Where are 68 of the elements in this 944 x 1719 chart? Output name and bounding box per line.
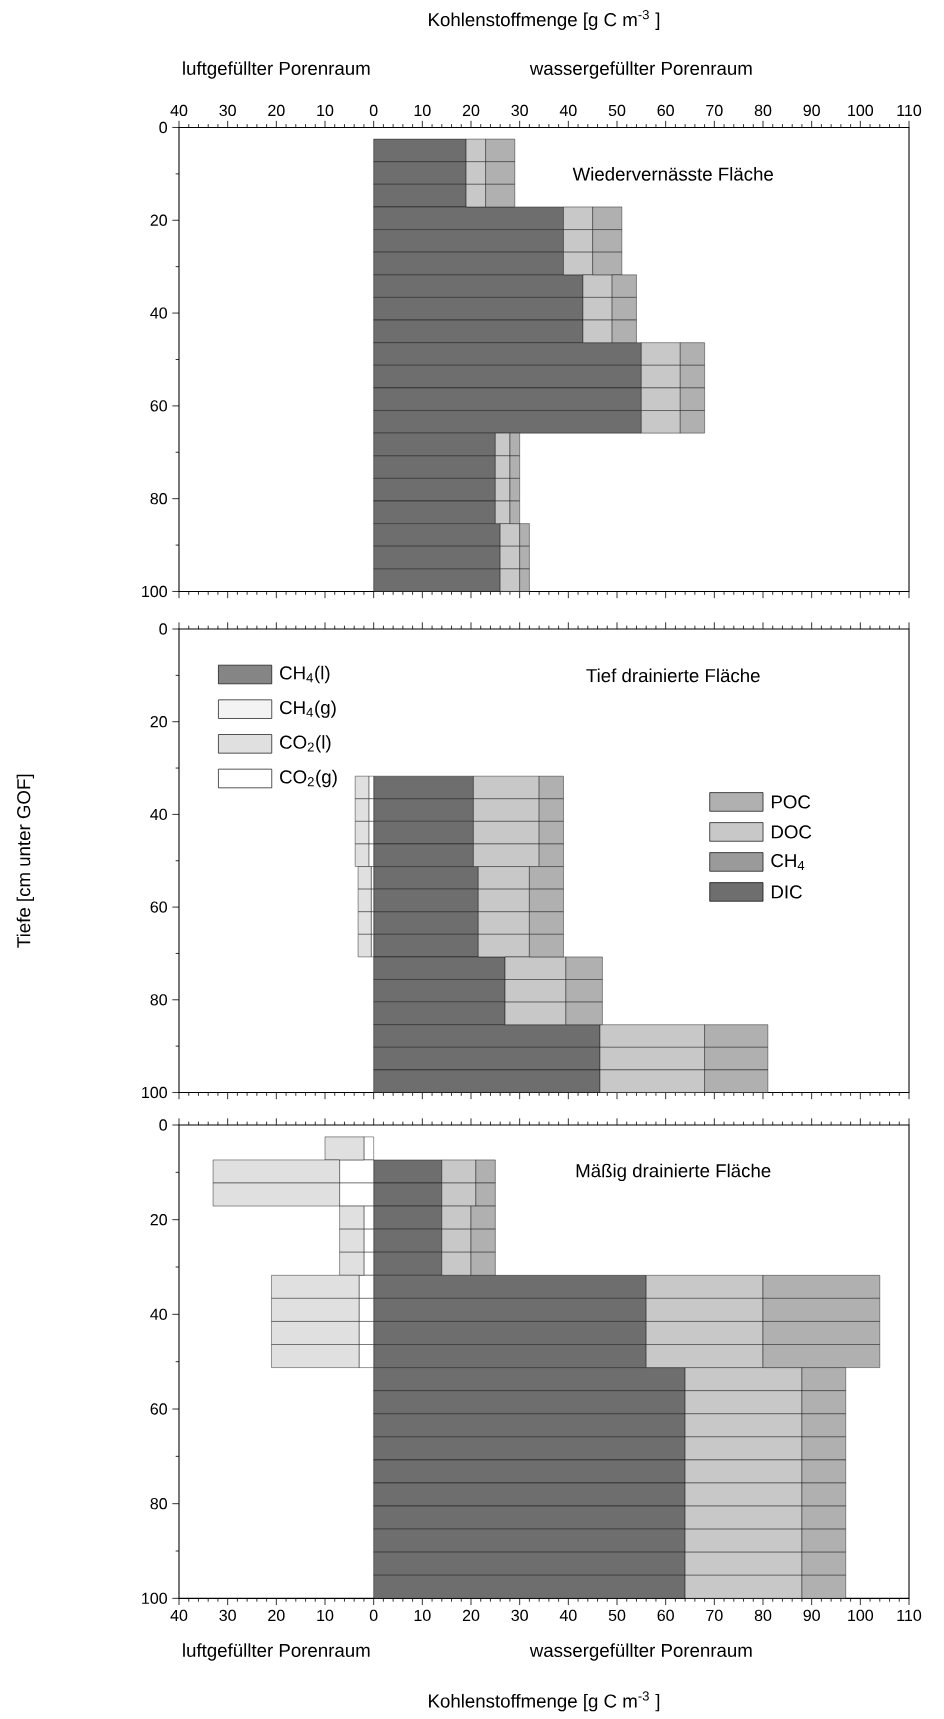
x-tick-label: 70 bbox=[706, 1609, 723, 1622]
x2-tick-label: 30 bbox=[511, 104, 528, 117]
y-tick-label: 20 bbox=[150, 1214, 167, 1226]
y-tick-label: 100 bbox=[142, 585, 167, 598]
y-tick-label: 60 bbox=[150, 400, 167, 412]
x-tick-label: 100 bbox=[848, 1609, 874, 1622]
x2-tick-label: 0 bbox=[369, 104, 378, 117]
text: Wiedervernässte Fläche bbox=[572, 167, 773, 181]
x2-tick-label: 20 bbox=[268, 104, 285, 117]
legend-label: DIC bbox=[771, 885, 802, 899]
x-tick-label: 10 bbox=[414, 1609, 431, 1622]
legend-label: DOC bbox=[771, 825, 812, 839]
x-tick-label: 30 bbox=[219, 1609, 236, 1622]
x-tick-label: 30 bbox=[511, 1609, 528, 1622]
text: wassergefüllter Porenraum bbox=[529, 61, 752, 79]
x-tick-label: 20 bbox=[268, 1609, 285, 1622]
x2-tick-label: 40 bbox=[559, 104, 577, 117]
y-tick-label: 80 bbox=[150, 493, 167, 505]
x-tick-label: 110 bbox=[897, 1609, 922, 1622]
legend-label: CO$_{2}$(l) bbox=[280, 735, 331, 753]
legend-label: CH$_{4}$ bbox=[771, 853, 805, 870]
x2-tick-label: 90 bbox=[803, 104, 820, 117]
x-tick-label: 20 bbox=[462, 1609, 480, 1622]
x-tick-label: 50 bbox=[608, 1609, 626, 1622]
x2-tick-label: 10 bbox=[317, 104, 334, 117]
text: Tief drainierte Fläche bbox=[586, 668, 760, 683]
x-tick-label: 40 bbox=[559, 1609, 577, 1622]
legend-label: CH$_{4}$(g) bbox=[280, 700, 336, 718]
legend-label: CH$_{4}$(l) bbox=[280, 665, 330, 684]
y-tick-label: 100 bbox=[142, 1086, 167, 1099]
x2-tick-label: 80 bbox=[754, 104, 772, 117]
x2-tick-label: 10 bbox=[414, 104, 431, 117]
y-tick-label: 0 bbox=[159, 121, 168, 134]
x2-axis-title: Kohlenstoffmenge [g C m$^{-3}$ ] bbox=[429, 10, 660, 30]
x-tick-label: 40 bbox=[170, 1609, 188, 1622]
y-tick-label: 60 bbox=[150, 1403, 167, 1415]
x-tick-label: 0 bbox=[369, 1609, 378, 1622]
y-tick-label: 0 bbox=[159, 1119, 168, 1131]
x-axis-title: Kohlenstoffmenge [g C m$^{-3}$ ] bbox=[429, 1691, 660, 1712]
x-tick-label: 10 bbox=[317, 1609, 334, 1622]
y-tick-label: 60 bbox=[150, 901, 167, 913]
x-tick-label: 80 bbox=[754, 1609, 772, 1622]
y-tick-label: 100 bbox=[142, 1592, 167, 1604]
y-tick-label: 80 bbox=[150, 994, 167, 1006]
x2-tick-label: 60 bbox=[657, 104, 674, 117]
text: luftgefüllter Porenraum bbox=[183, 61, 370, 79]
x2-tick-label: 70 bbox=[706, 104, 723, 117]
y-tick-label: 20 bbox=[150, 716, 167, 728]
x2-tick-label: 40 bbox=[170, 104, 188, 117]
x2-tick-label: 50 bbox=[608, 104, 626, 117]
y-axis-title: Tiefe [cm unter GOF] bbox=[16, 774, 35, 948]
y-tick-label: 80 bbox=[150, 1498, 167, 1510]
x2-tick-label: 30 bbox=[219, 104, 236, 117]
x-tick-label: 60 bbox=[657, 1609, 674, 1622]
x2-tick-label: 110 bbox=[897, 104, 922, 117]
legend-label: CO$_{2}$(g) bbox=[280, 769, 337, 788]
text: Mäßig drainierte Fläche bbox=[576, 1163, 771, 1182]
y-tick-label: 0 bbox=[159, 623, 168, 635]
y-tick-label: 40 bbox=[150, 1308, 167, 1320]
x2-tick-label: 20 bbox=[462, 104, 480, 117]
y-tick-label: 20 bbox=[150, 214, 167, 226]
legend-label: POC bbox=[771, 795, 811, 809]
x2-tick-label: 100 bbox=[848, 104, 874, 117]
text: wassergefüllter Porenraum bbox=[529, 1643, 752, 1661]
x-tick-label: 90 bbox=[803, 1609, 820, 1622]
y-tick-label: 40 bbox=[150, 808, 167, 821]
y-tick-label: 40 bbox=[150, 307, 167, 319]
text: luftgefüllter Porenraum bbox=[183, 1643, 370, 1661]
